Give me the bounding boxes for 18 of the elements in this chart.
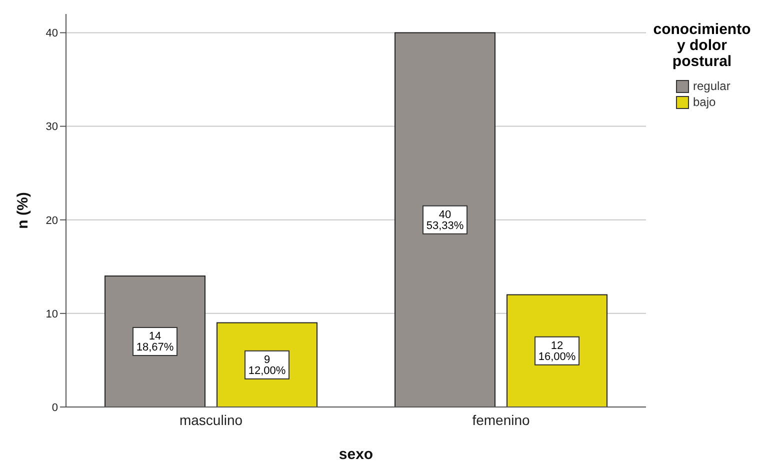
y-tick-label: 0 — [52, 402, 58, 414]
data-label: 12 16,00% — [538, 340, 576, 363]
legend-title: conocimiento y dolor postural — [652, 21, 752, 70]
bar — [104, 276, 206, 407]
bar — [394, 32, 496, 407]
data-label: 14 18,67% — [136, 330, 174, 354]
data-label: 40 53,33% — [426, 208, 464, 232]
y-tick-label: 40 — [46, 28, 58, 40]
legend-label: regular — [692, 78, 732, 94]
x-tick-label: femenino — [472, 412, 530, 428]
y-tick-label: 30 — [46, 121, 58, 134]
y-axis-title: n (%) — [14, 192, 32, 229]
legend-label: bajo — [692, 94, 717, 110]
x-axis-title: sexo — [338, 446, 374, 463]
x-tick-label: masculino — [179, 412, 243, 428]
data-label: 9 12,00% — [248, 354, 286, 377]
y-tick-label: 20 — [46, 214, 58, 227]
y-tick-label: 10 — [46, 308, 58, 320]
